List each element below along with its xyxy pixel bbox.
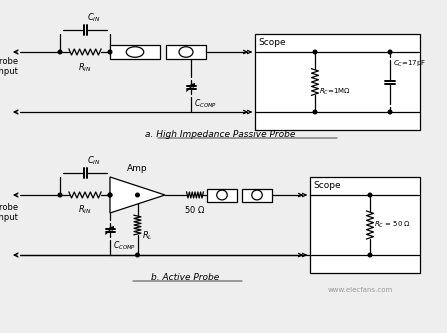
Text: Scope: Scope (313, 181, 341, 190)
Text: 50 $\Omega$: 50 $\Omega$ (184, 204, 206, 215)
Circle shape (388, 110, 392, 114)
Circle shape (388, 50, 392, 54)
Circle shape (108, 193, 112, 197)
Bar (110, 45, 160, 59)
Ellipse shape (217, 190, 227, 200)
Circle shape (108, 193, 112, 197)
Text: $C_{COMP}$: $C_{COMP}$ (113, 240, 136, 252)
Bar (166, 45, 206, 59)
Text: a. High Impedance Passive Probe: a. High Impedance Passive Probe (145, 130, 295, 139)
Circle shape (108, 50, 112, 54)
Text: Probe
Input: Probe Input (0, 203, 18, 222)
Circle shape (136, 253, 139, 257)
Text: Probe
Input: Probe Input (0, 57, 18, 76)
Circle shape (368, 193, 372, 197)
Text: $C_{IN}$: $C_{IN}$ (87, 12, 101, 24)
Polygon shape (110, 177, 165, 213)
Ellipse shape (126, 47, 144, 57)
Circle shape (313, 50, 317, 54)
Ellipse shape (252, 190, 262, 200)
Bar (242, 188, 272, 201)
Text: $R_C$=1M$\Omega$: $R_C$=1M$\Omega$ (319, 87, 351, 97)
Text: $R_{IN}$: $R_{IN}$ (78, 204, 92, 216)
Ellipse shape (179, 47, 193, 57)
Bar (255, 34, 420, 130)
Text: Amp: Amp (127, 164, 148, 173)
Text: Scope: Scope (258, 38, 286, 47)
Circle shape (58, 50, 62, 54)
Text: $R_C$ = 50 $\Omega$: $R_C$ = 50 $\Omega$ (374, 220, 411, 230)
Circle shape (58, 193, 62, 197)
Text: $C_{IN}$: $C_{IN}$ (87, 155, 101, 167)
Bar (207, 188, 237, 201)
Circle shape (313, 110, 317, 114)
Circle shape (136, 193, 139, 197)
Text: www.elecfans.com: www.elecfans.com (327, 287, 392, 293)
Text: b. Active Probe: b. Active Probe (151, 273, 219, 282)
Circle shape (368, 253, 372, 257)
Text: $R_L$: $R_L$ (142, 230, 152, 242)
Text: $R_{IN}$: $R_{IN}$ (78, 61, 92, 74)
Text: $C_{COMP}$: $C_{COMP}$ (194, 97, 217, 110)
Bar (310, 177, 420, 273)
Text: $C_C$=17pF: $C_C$=17pF (393, 59, 426, 69)
